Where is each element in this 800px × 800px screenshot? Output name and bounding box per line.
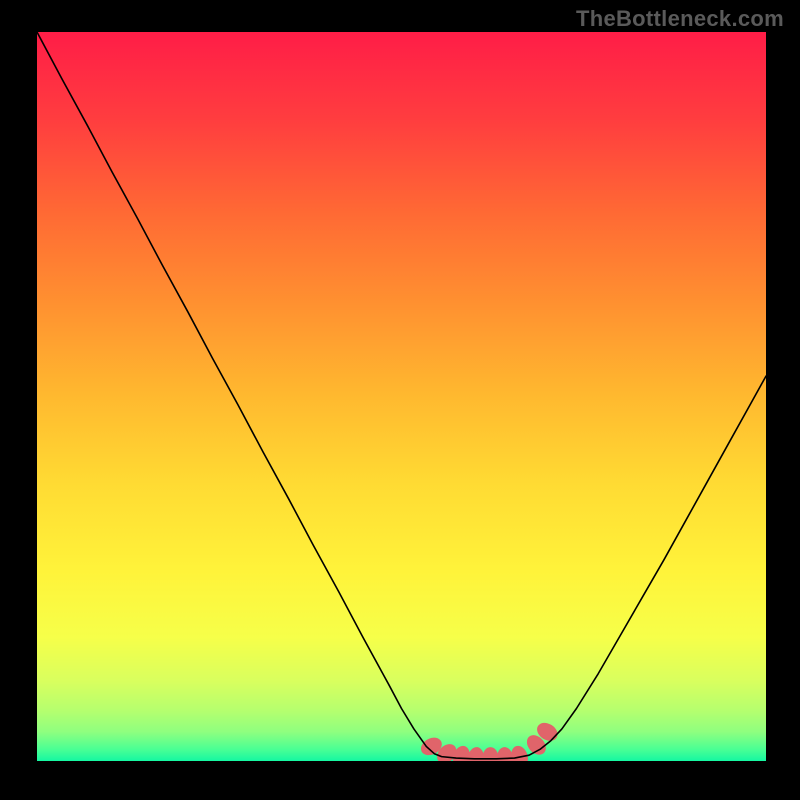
bottleneck-curve [37, 32, 766, 759]
chart-curve-layer [37, 32, 766, 761]
chart-plot-area [37, 32, 766, 761]
watermark-text: TheBottleneck.com [576, 6, 784, 32]
chart-markers [418, 719, 561, 761]
